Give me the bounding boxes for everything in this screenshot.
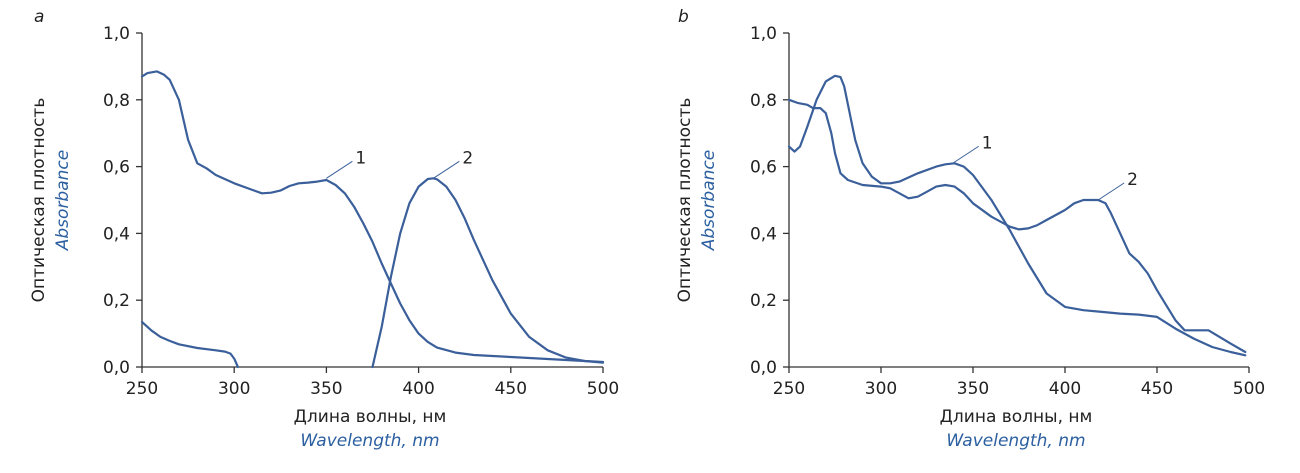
- series-layer: 12: [787, 74, 1247, 357]
- axes-layer: 0,0 0,2 0,4 0,6 0,8 1,0 250 300 350 400 450 500: [750, 24, 1265, 399]
- x-tick-label: 450: [495, 379, 527, 399]
- series-line-2: [371, 177, 605, 369]
- y-tick-label: 0,4: [750, 224, 777, 244]
- y-tick-label: 0,6: [103, 158, 130, 178]
- panel-label: b: [678, 7, 689, 27]
- series-label: 2: [462, 148, 473, 168]
- axes-layer: 0,0 0,2 0,4 0,6 0,8 1,0 250 300 350 400 450 500: [103, 24, 619, 399]
- x-axis-label-en: Wavelength, nm: [946, 431, 1085, 451]
- x-tick-label: 400: [402, 379, 434, 399]
- series-line-1: [140, 70, 605, 364]
- panel-b: b 0,0 0,2 0,4 0,6 0,8 1,0 250 300 350 400 450 500 1…: [675, 7, 1265, 451]
- series-line-unlabeled-2: [140, 320, 239, 369]
- series-label: 2: [1127, 170, 1138, 190]
- x-tick-label: 500: [1233, 379, 1265, 399]
- series-label: 1: [355, 148, 366, 168]
- x-tick-label: 250: [126, 379, 158, 399]
- y-tick-label: 0,2: [103, 291, 130, 311]
- series-line-2: [787, 98, 1247, 354]
- y-tick-label: 0,8: [750, 91, 777, 111]
- x-tick-label: 350: [957, 379, 989, 399]
- series-label: 1: [982, 133, 993, 153]
- series-line-1: [787, 74, 1247, 357]
- y-axis-label: Оптическая плотность: [29, 98, 49, 303]
- y-axis-label: Оптическая плотность: [675, 98, 695, 303]
- panel-a: a 0,0 0,2 0,4 0,6 0,8 1,0 250 300 350 400 450 500 1…: [29, 7, 619, 451]
- x-tick-label: 450: [1141, 379, 1173, 399]
- series-leader-line: [433, 160, 460, 179]
- y-tick-label: 0,4: [103, 224, 130, 244]
- x-tick-label: 300: [865, 379, 897, 399]
- y-tick-label: 0,0: [103, 358, 130, 378]
- y-tick-label: 0,2: [750, 291, 777, 311]
- y-tick-label: 1,0: [103, 24, 130, 44]
- y-tick-label: 1,0: [750, 24, 777, 44]
- y-tick-label: 0,0: [750, 358, 777, 378]
- series-leader-line: [952, 145, 980, 164]
- x-axis-label: Длина волны, нм: [940, 407, 1093, 427]
- y-tick-label: 0,6: [750, 158, 777, 178]
- x-axis-label-en: Wavelength, nm: [300, 431, 439, 451]
- x-tick-label: 300: [218, 379, 250, 399]
- y-tick-label: 0,8: [103, 91, 130, 111]
- series-leader-line: [1097, 182, 1125, 201]
- x-tick-label: 400: [1049, 379, 1081, 399]
- x-tick-label: 500: [587, 379, 619, 399]
- series-leader-line: [326, 160, 353, 179]
- y-axis-label-en: Absorbance: [699, 150, 719, 251]
- x-tick-label: 350: [310, 379, 342, 399]
- y-axis-label-en: Absorbance: [53, 150, 73, 251]
- x-tick-label: 250: [773, 379, 805, 399]
- x-axis-label: Длина волны, нм: [294, 407, 447, 427]
- panel-label: a: [34, 7, 44, 27]
